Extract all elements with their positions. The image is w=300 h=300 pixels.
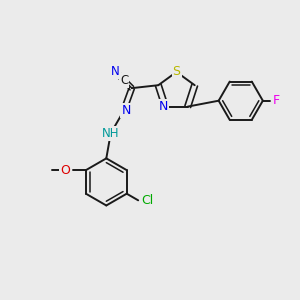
Text: NH: NH	[102, 127, 119, 140]
Text: F: F	[273, 94, 280, 107]
Text: N: N	[111, 65, 120, 78]
Text: N: N	[122, 104, 131, 117]
Text: Cl: Cl	[141, 194, 153, 207]
Text: O: O	[60, 164, 70, 177]
Text: N: N	[159, 100, 169, 113]
Text: S: S	[172, 65, 181, 79]
Text: C: C	[120, 74, 128, 87]
